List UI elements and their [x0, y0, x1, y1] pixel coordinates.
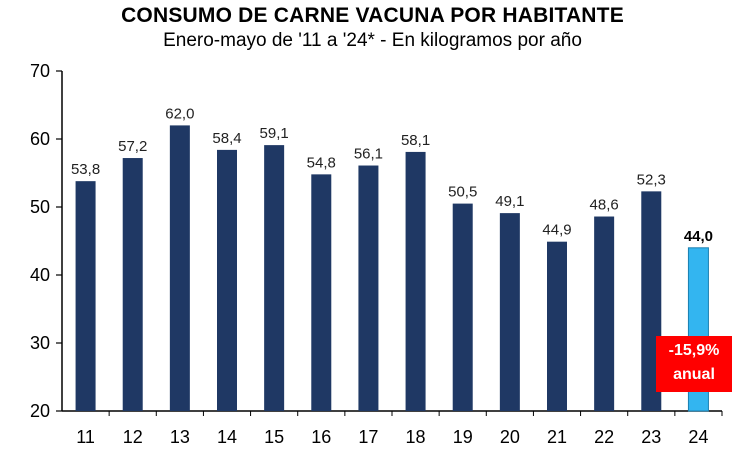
bar [311, 174, 332, 411]
bar [122, 158, 143, 411]
data-label: 52,3 [637, 171, 666, 188]
data-label: 54,8 [307, 154, 336, 171]
x-tick-label: 18 [406, 427, 426, 447]
x-tick-label: 13 [170, 427, 190, 447]
x-tick-label: 17 [358, 427, 378, 447]
data-label: 57,2 [118, 138, 147, 155]
data-label: 56,1 [354, 146, 383, 163]
chart-subtitle: Enero-mayo de '11 a '24* - En kilogramos… [163, 30, 582, 51]
x-tick-label: 15 [264, 427, 284, 447]
bar [499, 213, 520, 411]
data-label: 58,1 [401, 132, 430, 149]
x-tick-label: 16 [311, 427, 331, 447]
y-tick-label: 70 [30, 61, 50, 81]
x-tick-label: 19 [453, 427, 473, 447]
y-tick-label: 20 [30, 401, 50, 421]
y-tick-label: 30 [30, 333, 50, 353]
annotation-percent: -15,9% [668, 342, 720, 359]
bar [405, 151, 426, 412]
bar [75, 181, 96, 411]
bar [169, 125, 190, 412]
data-label: 44,0 [684, 228, 713, 245]
bar [264, 145, 285, 411]
data-label: 62,0 [165, 105, 194, 122]
bar [358, 165, 379, 411]
data-label: 59,1 [260, 125, 289, 142]
x-tick-label: 14 [217, 427, 237, 447]
x-tick-label: 23 [641, 427, 661, 447]
data-label: 53,8 [71, 161, 100, 178]
bar [547, 241, 567, 411]
x-tick-label: 21 [547, 427, 567, 447]
data-label: 44,9 [542, 222, 571, 239]
annotation-label: anual [673, 366, 715, 383]
change-annotation-badge: -15,9% anual [656, 336, 732, 392]
y-tick-label: 60 [30, 129, 50, 149]
data-label: 50,5 [448, 184, 477, 201]
y-tick-label: 50 [30, 197, 50, 217]
bar [217, 149, 237, 411]
x-tick-label: 24 [688, 427, 708, 447]
y-tick-label: 40 [30, 265, 50, 285]
x-tick-label: 20 [500, 427, 520, 447]
x-tick-label: 22 [594, 427, 614, 447]
x-tick-label: 11 [76, 427, 95, 447]
data-label: 48,6 [590, 197, 619, 214]
bar [594, 216, 615, 411]
chart-title: CONSUMO DE CARNE VACUNA POR HABITANTE [121, 4, 624, 27]
data-label: 49,1 [495, 193, 524, 210]
bar [452, 203, 473, 411]
x-tick-label: 12 [123, 427, 143, 447]
data-label: 58,4 [212, 130, 241, 147]
